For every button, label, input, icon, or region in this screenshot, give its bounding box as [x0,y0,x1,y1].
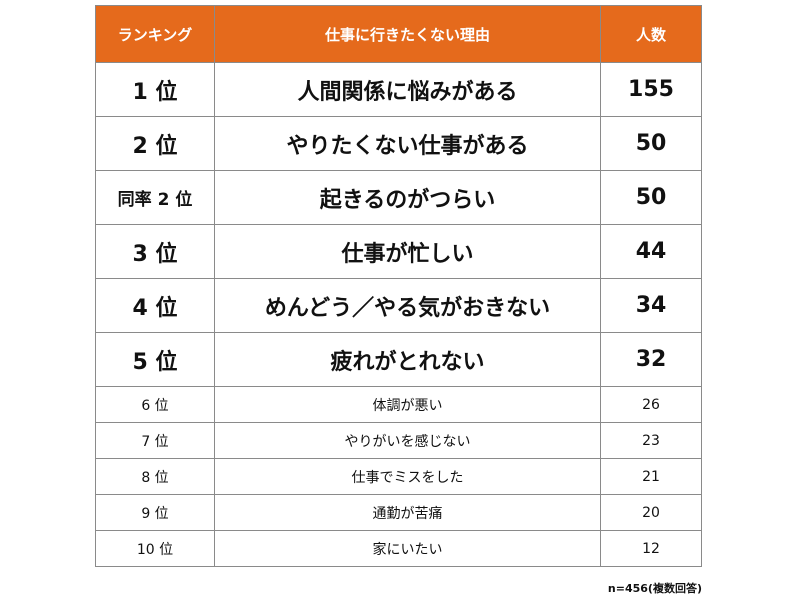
table-row: 9 位 通勤が苦痛 20 [95,494,702,531]
reason-cell: 仕事が忙しい [214,224,601,279]
table-row: 4 位 めんどう／やる気がおきない 34 [95,278,702,333]
table-row: 8 位 仕事でミスをした 21 [95,458,702,495]
reason-cell: 起きるのがつらい [214,170,601,225]
header-count: 人数 [600,5,702,63]
reason-cell: 通勤が苦痛 [214,494,601,531]
reason-cell: 仕事でミスをした [214,458,601,495]
table-row: 6 位 体調が悪い 26 [95,386,702,423]
rank-cell: 3 位 [95,224,215,279]
rank-cell: 10 位 [95,530,215,567]
count-cell: 50 [600,170,702,225]
reason-cell: やりたくない仕事がある [214,116,601,171]
table-row: 2 位 やりたくない仕事がある 50 [95,116,702,171]
reason-cell: やりがいを感じない [214,422,601,459]
table-row: 3 位 仕事が忙しい 44 [95,224,702,279]
count-cell: 44 [600,224,702,279]
header-rank: ランキング [95,5,215,63]
table-row: 7 位 やりがいを感じない 23 [95,422,702,459]
rank-cell: 1 位 [95,62,215,117]
ranking-table: ランキング 仕事に行きたくない理由 人数 1 位 人間関係に悩みがある 155 … [95,5,702,567]
table-row: 同率 2 位 起きるのがつらい 50 [95,170,702,225]
reason-cell: 疲れがとれない [214,332,601,387]
header-reason: 仕事に行きたくない理由 [214,5,601,63]
rank-cell: 6 位 [95,386,215,423]
reason-cell: 体調が悪い [214,386,601,423]
count-cell: 26 [600,386,702,423]
count-cell: 155 [600,62,702,117]
count-cell: 21 [600,458,702,495]
count-cell: 20 [600,494,702,531]
table-header-row: ランキング 仕事に行きたくない理由 人数 [95,5,702,63]
count-cell: 32 [600,332,702,387]
table-row: 10 位 家にいたい 12 [95,530,702,567]
rank-cell: 8 位 [95,458,215,495]
reason-cell: 人間関係に悩みがある [214,62,601,117]
reason-cell: めんどう／やる気がおきない [214,278,601,333]
table-row: 5 位 疲れがとれない 32 [95,332,702,387]
reason-cell: 家にいたい [214,530,601,567]
rank-cell: 4 位 [95,278,215,333]
table-row: 1 位 人間関係に悩みがある 155 [95,62,702,117]
rank-cell: 9 位 [95,494,215,531]
count-cell: 23 [600,422,702,459]
rank-cell: 2 位 [95,116,215,171]
count-cell: 34 [600,278,702,333]
sample-size-note: n=456(複数回答) [607,582,702,595]
count-cell: 50 [600,116,702,171]
count-cell: 12 [600,530,702,567]
rank-cell: 5 位 [95,332,215,387]
rank-cell: 同率 2 位 [95,170,215,225]
rank-cell: 7 位 [95,422,215,459]
